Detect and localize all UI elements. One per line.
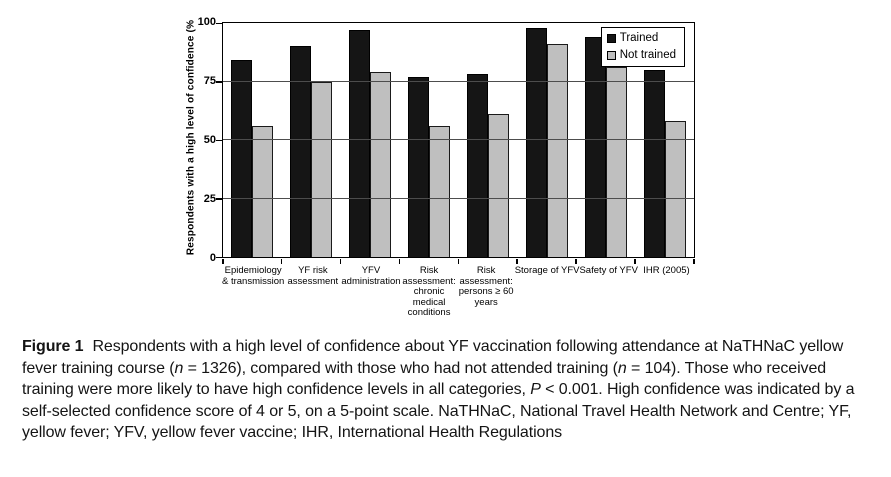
x-tick-mark <box>398 259 401 264</box>
bar-group <box>459 23 518 257</box>
caption-figure-label: Figure 1 <box>22 338 84 355</box>
caption-text: Respondents with a high level of confide… <box>22 338 844 377</box>
figure-1-bar-chart: Respondents with a high level of confide… <box>183 6 743 336</box>
x-category-label: Storage of YFV <box>514 265 580 276</box>
bar-trained <box>643 69 665 257</box>
bar-not-trained <box>370 72 392 257</box>
bar-not-trained <box>311 81 333 257</box>
y-tick-label: 50 <box>203 134 216 146</box>
x-tick-mark <box>516 259 518 264</box>
x-category-label: YF risk assessment <box>287 265 339 287</box>
gridline-75 <box>223 80 694 82</box>
bar-not-trained <box>429 125 451 257</box>
caption-text: n <box>174 359 184 377</box>
caption-text: P <box>530 381 541 399</box>
bar-not-trained <box>546 44 568 257</box>
y-tick-label: 100 <box>197 16 216 28</box>
bar-trained <box>408 76 430 257</box>
x-category-label: Risk assessment: chronic medical conditions <box>402 265 456 318</box>
x-tick-mark <box>457 259 459 264</box>
bar-trained <box>290 46 312 257</box>
bar-group <box>223 23 282 257</box>
y-tick-mark <box>216 139 222 141</box>
y-tick-label: 75 <box>203 75 216 87</box>
x-category-label: YFV administration <box>341 265 401 287</box>
x-tick-mark <box>634 259 636 264</box>
bar-trained <box>525 27 547 257</box>
x-category-label: Risk assessment: persons ≥ 60 years <box>458 265 514 308</box>
x-axis-labels: Epidemiology & transmission YF risk assessm… <box>222 265 695 319</box>
caption-text: = 1326), compared with those who had not… <box>183 359 618 377</box>
bar-not-trained <box>487 114 509 257</box>
x-tick-mark <box>339 259 342 264</box>
y-tick-label: 0 <box>209 252 216 264</box>
caption-text: < 0.001. High confidence was indicated b… <box>22 381 855 442</box>
legend-item-not-trained: Not trained <box>606 49 676 61</box>
y-tick-mark <box>216 256 222 258</box>
bar-groups <box>223 23 694 257</box>
bar-group <box>517 23 576 257</box>
legend-label: Not trained <box>619 49 676 61</box>
bar-trained <box>349 30 371 257</box>
plot-area: Trained Not trained <box>216 22 695 264</box>
y-tick-mark <box>216 22 222 24</box>
caption-text: = 104). Those who received training were… <box>22 359 827 399</box>
bar-group <box>282 23 341 257</box>
y-tick-label: 25 <box>203 193 216 205</box>
bar-not-trained <box>664 121 686 257</box>
x-category-label: Epidemiology & transmission <box>222 265 285 287</box>
x-tick-mark <box>280 259 283 264</box>
bar-trained <box>466 74 488 257</box>
figure-caption: Figure 1 Respondents with a high level of… <box>22 336 878 444</box>
x-tick-mark <box>222 259 224 264</box>
legend-swatch-icon <box>606 50 616 60</box>
bar-not-trained <box>252 125 274 257</box>
caption-text: n <box>617 359 627 377</box>
legend-item-trained: Trained <box>606 32 676 44</box>
bar-trained <box>584 37 606 257</box>
legend-swatch-icon <box>606 33 616 43</box>
x-category-label: IHR (2005) <box>643 265 690 276</box>
x-category-label: Safety of YFV <box>579 265 638 276</box>
y-tick-mark <box>216 198 222 200</box>
bar-not-trained <box>605 67 627 257</box>
y-axis: 0 25 50 75 100 <box>183 16 219 264</box>
x-tick-mark <box>575 259 577 264</box>
bar-group <box>341 23 400 257</box>
x-tick-mark <box>693 259 695 264</box>
bar-trained <box>231 60 253 257</box>
bar-group <box>400 23 459 257</box>
bar-group <box>635 23 694 257</box>
y-tick-mark <box>216 81 222 83</box>
legend-label: Trained <box>619 32 659 44</box>
gridline-25 <box>223 197 694 199</box>
gridline-50 <box>223 139 694 140</box>
legend: Trained Not trained <box>600 27 685 67</box>
bar-group <box>576 23 635 257</box>
